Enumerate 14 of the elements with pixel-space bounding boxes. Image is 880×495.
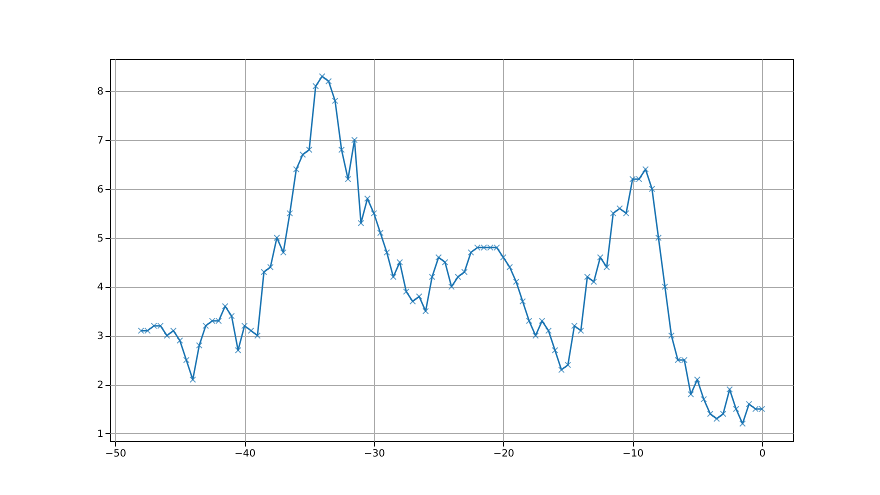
y-tick-label: 6: [97, 184, 104, 196]
x-tick-label: −10: [622, 448, 644, 460]
x-tick-label: −40: [234, 448, 256, 460]
x-tick-label: −30: [364, 448, 385, 460]
y-tick-label: 7: [97, 135, 104, 146]
y-tick-label: 8: [97, 86, 104, 98]
x-tick-label: −20: [493, 448, 514, 460]
x-tick-label: 0: [759, 448, 766, 460]
x-tick-label: −50: [105, 448, 126, 460]
y-tick-label: 4: [97, 282, 104, 294]
y-tick-label: 5: [97, 233, 104, 244]
y-tick-label: 3: [97, 331, 104, 342]
y-tick-label: 2: [97, 380, 104, 392]
y-tick-label: 1: [97, 428, 104, 440]
